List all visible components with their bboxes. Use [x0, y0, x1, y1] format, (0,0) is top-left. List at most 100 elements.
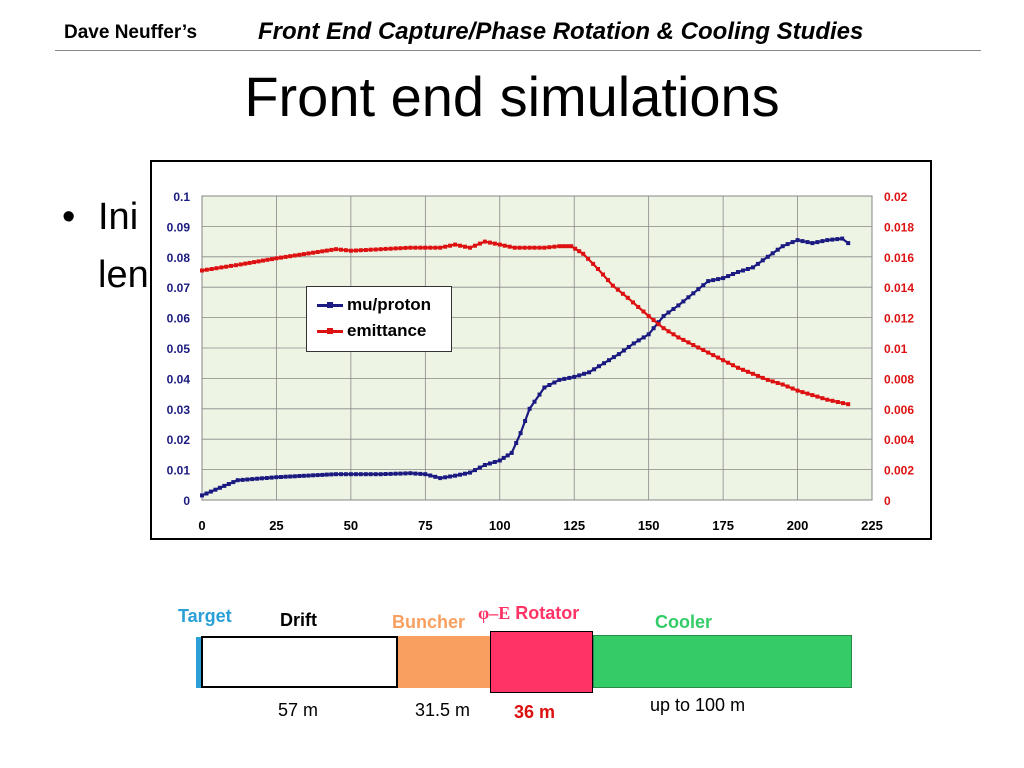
- data-point-emittance: [256, 259, 261, 264]
- data-point-emittance: [301, 252, 306, 257]
- data-point-emittance: [586, 256, 591, 261]
- chart-legend: mu/proton emittance: [306, 286, 452, 352]
- data-point-emittance: [656, 322, 661, 327]
- data-point-mu-proton: [222, 483, 227, 488]
- data-point-emittance: [311, 250, 316, 255]
- data-point-emittance: [413, 245, 418, 250]
- data-point-mu-proton: [775, 247, 780, 252]
- y-tick-label-right: 0.004: [884, 433, 914, 447]
- y-tick-label-left: 0.1: [173, 190, 190, 204]
- data-point-mu-proton: [602, 361, 606, 366]
- data-point-emittance: [805, 391, 810, 396]
- rotator-label-text: Rotator: [515, 603, 580, 623]
- data-point-mu-proton: [820, 239, 825, 244]
- data-point-emittance: [721, 358, 726, 363]
- data-point-mu-proton: [562, 376, 567, 381]
- data-point-mu-proton: [651, 326, 656, 331]
- data-point-emittance: [324, 248, 329, 253]
- data-point-mu-proton: [701, 283, 706, 288]
- data-point-mu-proton: [378, 472, 383, 477]
- data-point-mu-proton: [245, 477, 250, 482]
- data-point-emittance: [448, 243, 453, 248]
- data-point-emittance: [502, 243, 507, 248]
- bullet-dot: •: [62, 196, 76, 238]
- data-point-emittance: [482, 239, 487, 244]
- data-point-emittance: [214, 266, 219, 271]
- data-point-mu-proton: [288, 474, 293, 479]
- data-point-mu-proton: [204, 491, 209, 496]
- data-point-emittance: [252, 260, 257, 265]
- front-end-layout-diagram: Target Drift Buncher φ–E Rotator Cooler …: [0, 600, 1024, 768]
- data-point-mu-proton: [358, 472, 363, 477]
- data-point-mu-proton: [582, 371, 587, 376]
- data-point-emittance: [552, 244, 557, 249]
- data-point-mu-proton: [661, 314, 666, 319]
- data-point-mu-proton: [537, 392, 542, 397]
- data-point-mu-proton: [696, 287, 701, 292]
- data-point-mu-proton: [339, 472, 343, 477]
- data-point-mu-proton: [301, 473, 306, 478]
- data-point-emittance: [606, 278, 610, 283]
- data-point-mu-proton: [626, 345, 631, 349]
- data-point-emittance: [522, 245, 527, 250]
- legend-item-mu-proton: mu/proton: [317, 293, 431, 317]
- data-point-mu-proton: [477, 465, 482, 470]
- bullet-text-line2: len: [98, 254, 149, 296]
- data-point-mu-proton: [240, 477, 245, 482]
- y-tick-label-left: 0.03: [167, 403, 191, 417]
- data-point-emittance: [292, 253, 297, 258]
- data-point-mu-proton: [388, 471, 393, 476]
- y-tick-label-right: 0.002: [884, 464, 914, 478]
- data-point-emittance: [334, 247, 338, 252]
- data-point-mu-proton: [482, 463, 487, 467]
- x-tick-label: 50: [344, 518, 358, 533]
- data-point-emittance: [443, 244, 448, 249]
- data-point-mu-proton: [597, 364, 601, 369]
- data-point-emittance: [458, 243, 463, 248]
- data-point-mu-proton: [846, 241, 851, 246]
- data-point-mu-proton: [592, 367, 597, 372]
- data-point-mu-proton: [840, 236, 845, 241]
- y-tick-label-right: 0.016: [884, 251, 914, 265]
- data-point-mu-proton: [348, 472, 353, 477]
- legend-swatch-emittance: [317, 328, 343, 335]
- data-point-emittance: [209, 267, 214, 271]
- data-point-mu-proton: [505, 453, 510, 458]
- data-point-mu-proton: [514, 441, 519, 445]
- data-point-mu-proton: [306, 473, 311, 478]
- data-point-emittance: [765, 377, 770, 382]
- data-point-emittance: [790, 386, 795, 391]
- data-point-mu-proton: [363, 472, 368, 477]
- data-point-mu-proton: [815, 240, 820, 245]
- y-tick-label-right: 0: [884, 494, 891, 508]
- x-tick-label: 150: [638, 518, 660, 533]
- data-point-mu-proton: [731, 272, 735, 276]
- data-point-emittance: [615, 287, 620, 292]
- data-point-mu-proton: [671, 307, 676, 311]
- data-point-emittance: [403, 245, 408, 250]
- data-point-emittance: [388, 246, 393, 251]
- data-point-mu-proton: [557, 377, 562, 382]
- cooler-label: Cooler: [655, 612, 713, 632]
- data-point-mu-proton: [666, 310, 671, 315]
- rotator-label: φ–E Rotator: [478, 603, 579, 624]
- data-point-mu-proton: [297, 474, 302, 478]
- y-tick-label-left: 0.09: [167, 220, 191, 234]
- data-point-mu-proton: [329, 472, 334, 477]
- y-tick-label-left: 0.01: [167, 464, 191, 478]
- data-point-mu-proton: [393, 471, 398, 476]
- data-point-emittance: [219, 265, 224, 270]
- data-point-emittance: [775, 381, 780, 385]
- data-point-mu-proton: [448, 474, 453, 479]
- data-point-mu-proton: [681, 299, 686, 304]
- data-point-mu-proton: [607, 358, 611, 363]
- data-point-emittance: [243, 261, 248, 266]
- y-tick-label-right: 0.018: [884, 220, 914, 234]
- data-point-emittance: [625, 295, 630, 300]
- slide-title: Front end simulations: [244, 65, 780, 128]
- data-point-emittance: [233, 263, 238, 268]
- data-point-mu-proton: [226, 482, 231, 486]
- data-point-mu-proton: [269, 475, 274, 480]
- data-point-emittance: [507, 244, 512, 249]
- data-point-emittance: [795, 388, 800, 393]
